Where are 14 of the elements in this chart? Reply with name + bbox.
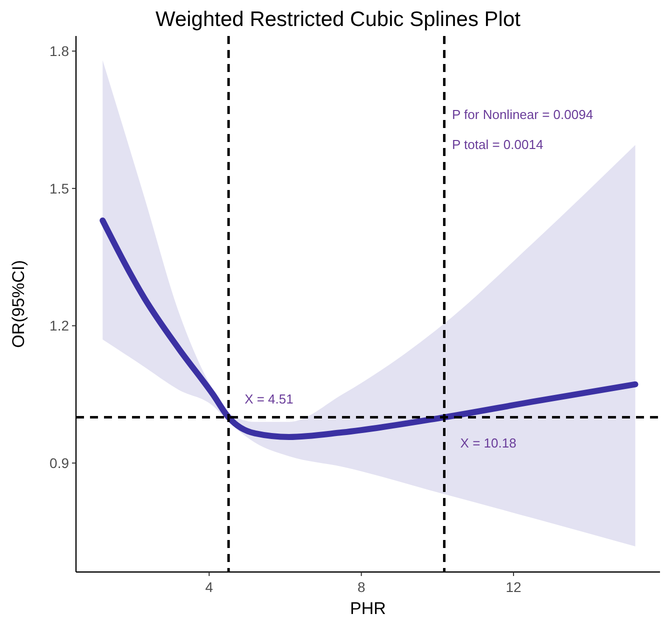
x-tick-label: 4: [205, 579, 214, 595]
y-tick-label: 1.8: [50, 43, 70, 60]
x-tick-label: 8: [357, 579, 366, 595]
annotation: P total = 0.0014: [452, 137, 544, 152]
annotation: X = 4.51: [244, 391, 294, 406]
y-axis-title: OR(95%CI): [9, 260, 28, 348]
annotation: P for Nonlinear = 0.0094: [452, 107, 594, 122]
chart-title: Weighted Restricted Cubic Splines Plot: [156, 8, 521, 31]
y-tick-label: 1.2: [50, 318, 70, 334]
y-tick-label: 0.9: [50, 454, 70, 471]
x-tick-label: 12: [506, 579, 522, 595]
x-axis-title: PHR: [350, 599, 386, 618]
annotation: X = 10.18: [460, 435, 516, 450]
y-tick-label: 1.5: [50, 180, 70, 196]
